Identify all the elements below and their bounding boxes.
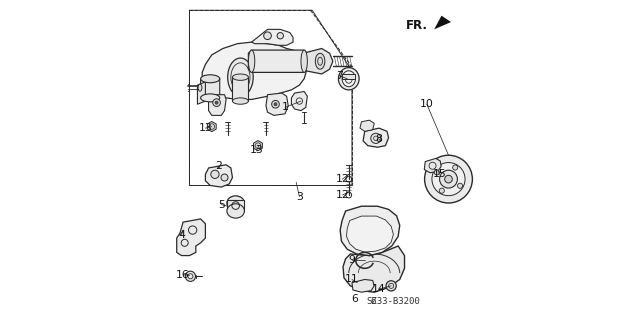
Text: 6: 6 [352, 293, 359, 304]
Circle shape [445, 175, 452, 183]
Polygon shape [233, 77, 248, 101]
Polygon shape [205, 165, 233, 187]
Ellipse shape [315, 53, 325, 69]
Circle shape [213, 99, 220, 107]
Circle shape [432, 163, 465, 196]
Circle shape [271, 100, 279, 108]
Polygon shape [291, 92, 307, 111]
Polygon shape [197, 82, 205, 104]
Ellipse shape [301, 50, 307, 72]
Ellipse shape [227, 58, 253, 96]
Circle shape [440, 170, 457, 188]
Text: 1: 1 [282, 102, 289, 112]
Polygon shape [248, 50, 307, 72]
Text: 12: 12 [336, 190, 349, 200]
Text: FR.: FR. [406, 19, 428, 32]
Polygon shape [227, 200, 244, 211]
Circle shape [457, 183, 462, 188]
Polygon shape [266, 93, 288, 116]
Circle shape [371, 133, 381, 143]
Circle shape [277, 33, 283, 39]
Polygon shape [306, 49, 333, 74]
Polygon shape [254, 140, 262, 151]
Ellipse shape [338, 68, 359, 90]
Text: 13: 13 [250, 146, 263, 156]
Circle shape [211, 170, 219, 179]
Circle shape [185, 271, 196, 281]
Text: 11: 11 [345, 275, 359, 284]
Polygon shape [360, 120, 375, 131]
Polygon shape [343, 74, 355, 79]
Ellipse shape [227, 204, 245, 218]
Polygon shape [434, 16, 451, 29]
Text: 14: 14 [372, 284, 386, 294]
Circle shape [264, 32, 271, 40]
Text: 13: 13 [199, 123, 212, 133]
Text: 6: 6 [370, 297, 375, 306]
Polygon shape [201, 76, 220, 101]
Circle shape [221, 174, 228, 181]
Circle shape [274, 103, 277, 106]
Ellipse shape [198, 84, 202, 91]
Ellipse shape [201, 94, 220, 102]
Text: SZ33-B3200: SZ33-B3200 [366, 297, 420, 306]
Polygon shape [252, 29, 293, 45]
Text: 8: 8 [376, 134, 382, 144]
Polygon shape [424, 158, 441, 173]
Ellipse shape [233, 98, 248, 104]
Ellipse shape [342, 71, 355, 87]
Text: 5: 5 [218, 200, 225, 210]
Circle shape [425, 155, 473, 203]
Polygon shape [363, 128, 389, 147]
Ellipse shape [233, 74, 248, 80]
Ellipse shape [201, 75, 220, 83]
Ellipse shape [248, 50, 255, 72]
Text: 7: 7 [336, 71, 343, 81]
Polygon shape [347, 216, 394, 252]
Polygon shape [176, 219, 205, 256]
Circle shape [386, 281, 396, 291]
Text: 15: 15 [433, 169, 447, 179]
Text: 3: 3 [296, 192, 303, 202]
Polygon shape [202, 42, 307, 100]
Text: 16: 16 [176, 270, 190, 280]
Text: 10: 10 [420, 99, 434, 109]
Text: 2: 2 [215, 161, 222, 172]
Circle shape [434, 170, 440, 175]
Polygon shape [208, 122, 216, 132]
Circle shape [453, 165, 458, 170]
Text: 12: 12 [336, 174, 349, 184]
Circle shape [215, 101, 218, 104]
Ellipse shape [227, 196, 245, 210]
Circle shape [440, 188, 445, 193]
Text: 4: 4 [178, 230, 185, 240]
Polygon shape [208, 95, 226, 116]
Text: 9: 9 [348, 255, 355, 265]
Polygon shape [352, 279, 375, 292]
Polygon shape [340, 206, 400, 256]
Polygon shape [343, 246, 404, 292]
